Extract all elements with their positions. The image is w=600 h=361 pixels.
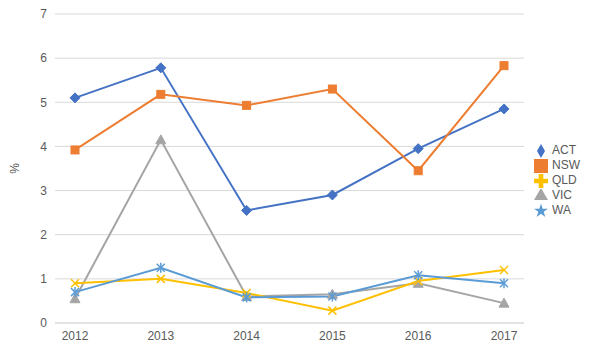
svg-text:7: 7 (40, 7, 47, 21)
svg-text:4: 4 (40, 140, 47, 154)
html-text:WA: WA (552, 202, 571, 217)
svg-text:2013: 2013 (147, 329, 174, 343)
svg-text:%: % (8, 163, 22, 174)
svg-text:6: 6 (40, 51, 47, 65)
svg-text:2012: 2012 (62, 329, 89, 343)
svg-text:0: 0 (40, 316, 47, 330)
svg-text:2017: 2017 (491, 329, 518, 343)
svg-text:2: 2 (40, 228, 47, 242)
svg-text:2015: 2015 (319, 329, 346, 343)
svg-text:2016: 2016 (405, 329, 432, 343)
html-text:ACT: ACT (552, 143, 576, 158)
svg-text:5: 5 (40, 96, 47, 110)
svg-text:2014: 2014 (233, 329, 260, 343)
html-text:NSW: NSW (552, 158, 580, 173)
html-text:VIC: VIC (552, 187, 572, 202)
svg-text:1: 1 (40, 272, 47, 286)
html-text:QLD: QLD (552, 173, 577, 188)
svg-text:3: 3 (40, 184, 47, 198)
